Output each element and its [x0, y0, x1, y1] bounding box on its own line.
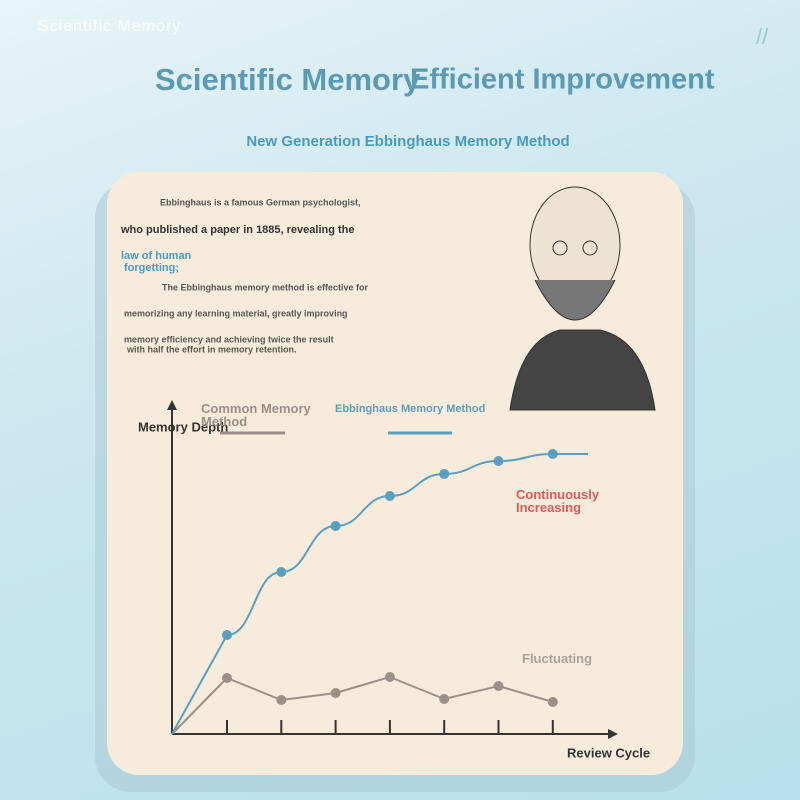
description-line: with half the effort in memory retention…: [126, 344, 297, 354]
description-line: memory efficiency and achieving twice th…: [124, 334, 334, 344]
description-line: forgetting;: [124, 262, 179, 274]
point: [384, 491, 395, 501]
y-arrow: [167, 400, 177, 410]
point: [330, 521, 341, 531]
point: [384, 672, 395, 682]
description-line: who published a paper in 1885, revealing…: [120, 224, 355, 236]
annotation: Fluctuating: [522, 651, 593, 666]
point: [493, 456, 504, 466]
point: [276, 567, 287, 577]
point: [547, 449, 558, 459]
legend-label: Common Memory Method: [201, 401, 311, 429]
title: Scientific Memory: [155, 62, 421, 97]
point: [222, 630, 232, 640]
brand: Scientific Memory: [38, 18, 181, 35]
card: [107, 172, 683, 775]
point: [439, 694, 450, 704]
mark: //: [756, 24, 769, 49]
point: [439, 469, 450, 479]
description-line: Ebbinghaus is a famous German psychologi…: [160, 197, 361, 207]
line-lead: [171, 677, 228, 735]
description-line: memorizing any learning material, greatl…: [124, 308, 348, 318]
point: [493, 681, 504, 691]
x-arrow: [608, 729, 618, 739]
point: [222, 673, 232, 683]
annotation: Continuously Increasing: [516, 487, 600, 515]
y-axis-label: Memory Depth: [138, 419, 228, 434]
legend-label: Ebbinghaus Memory Method: [335, 403, 486, 415]
point: [276, 695, 287, 705]
point: [547, 697, 558, 707]
point: [330, 688, 341, 698]
line-lead: [171, 634, 228, 735]
description-line: The Ebbinghaus memory method is effectiv…: [162, 282, 369, 292]
subtitle: New Generation Ebbinghaus Memory Method: [246, 133, 569, 150]
x-axis-label: Review Cycle: [567, 745, 650, 760]
title: Efficient Improvement: [410, 64, 715, 96]
description-line: law of human: [121, 250, 192, 262]
portrait: [509, 186, 656, 411]
